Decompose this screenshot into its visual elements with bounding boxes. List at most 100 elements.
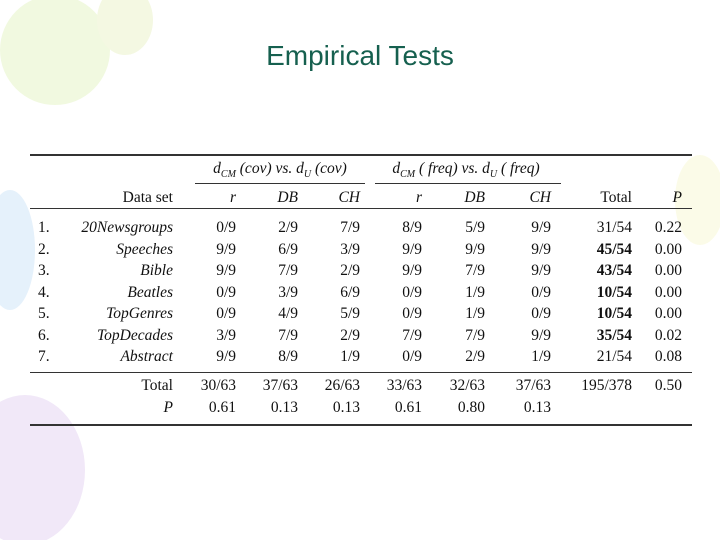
cell: 0.13 [332, 398, 360, 416]
cell: 32/63 [449, 377, 485, 394]
cell: 0.61 [208, 398, 236, 416]
cell: 0.22 [654, 219, 682, 236]
header-part: (cov) vs. d [235, 160, 304, 177]
cell: 7/9 [340, 219, 360, 236]
cell: 7/9 [402, 326, 422, 344]
cell: 3/9 [278, 283, 298, 301]
cell: 8/9 [278, 348, 298, 365]
cell: 9/9 [531, 219, 551, 236]
row-name: Speeches [116, 240, 173, 258]
cell: 2/9 [465, 348, 485, 365]
slide-title: Empirical Tests [266, 40, 454, 71]
cell: 2/9 [340, 326, 360, 344]
header-part: d [213, 160, 221, 177]
cell: 9/9 [465, 240, 485, 258]
header-part: CM [400, 169, 416, 181]
cell: 37/63 [515, 377, 551, 394]
row-name: 20Newsgroups [81, 219, 173, 236]
cell: 3/9 [340, 240, 360, 258]
cell: 2/9 [340, 262, 360, 279]
row-name: TopDecades [96, 326, 173, 344]
cell: 9/9 [402, 262, 422, 279]
cell: 0.00 [654, 283, 682, 301]
cell: 2/9 [278, 219, 298, 236]
cell: 9/9 [531, 326, 551, 344]
column-header: Data set [122, 189, 173, 206]
cell: 45/54 [596, 240, 632, 258]
cell: 0.02 [654, 326, 682, 344]
group-header: dCM (cov) vs. dU (cov) [213, 160, 347, 184]
cell: 9/9 [402, 240, 422, 258]
bottom-rule [30, 424, 692, 426]
header-part: ( freq) [497, 160, 540, 177]
group-rule [195, 183, 365, 184]
cell: 0.08 [654, 348, 682, 365]
cell: 7/9 [278, 326, 298, 344]
cell: 6/9 [340, 283, 360, 301]
row-index: 2. [38, 240, 50, 258]
header-part: CM [220, 169, 236, 181]
cell: 0.50 [654, 377, 682, 394]
cell: 0.00 [654, 240, 682, 258]
cell: 1/9 [531, 348, 551, 365]
column-header: DB [277, 189, 298, 206]
cell: 1/9 [465, 283, 485, 301]
cell: 7/9 [465, 326, 485, 344]
footer-name: Total [141, 377, 173, 394]
header-part: U [303, 169, 312, 181]
footer-name: P [163, 398, 173, 416]
header-part: (cov) [311, 160, 347, 177]
cell: 0.13 [523, 398, 551, 416]
cell: 0.13 [270, 398, 298, 416]
cell: 5/9 [340, 305, 360, 322]
cell: 9/9 [216, 348, 236, 365]
cell: 9/9 [216, 240, 236, 258]
cell: 30/63 [200, 377, 236, 394]
footer-rule [30, 372, 692, 373]
column-header: CH [338, 189, 360, 206]
row-name: Abstract [120, 348, 173, 365]
cell: 0/9 [216, 305, 236, 322]
cell: 195/378 [581, 377, 632, 394]
cell: 0/9 [216, 219, 236, 236]
cell: 9/9 [216, 262, 236, 279]
top-rule [30, 154, 692, 156]
cell: 26/63 [324, 377, 360, 394]
cell: 3/9 [216, 326, 236, 344]
row-name: Bible [140, 262, 173, 279]
cell: 35/54 [596, 326, 632, 344]
column-header: r [229, 189, 236, 206]
column-header: r [415, 189, 422, 206]
header-part: d [392, 160, 401, 177]
column-header: CH [529, 189, 551, 206]
cell: 4/9 [278, 305, 298, 322]
cell: 6/9 [278, 240, 298, 258]
row-name: Beatles [127, 283, 173, 301]
cell: 0.00 [654, 262, 682, 279]
cell: 10/54 [596, 305, 632, 322]
cell: 7/9 [278, 262, 298, 279]
group-rule [375, 183, 561, 184]
cell: 37/63 [262, 377, 298, 394]
cell: 31/54 [596, 219, 632, 236]
cell: 9/9 [531, 262, 551, 279]
cell: 0/9 [402, 283, 422, 301]
header-part: ( freq) vs. d [415, 160, 490, 177]
row-index: 5. [38, 305, 50, 322]
cell: 5/9 [465, 219, 485, 236]
row-name: TopGenres [106, 305, 173, 322]
row-index: 7. [38, 348, 50, 365]
cell: 21/54 [596, 348, 632, 365]
cell: 1/9 [340, 348, 360, 365]
cell: 0/9 [531, 283, 551, 301]
group-header: dCM ( freq) vs. dU ( freq) [392, 160, 539, 184]
cell: 7/9 [465, 262, 485, 279]
cell: 10/54 [596, 283, 632, 301]
cell: 0.00 [654, 305, 682, 322]
row-index: 6. [38, 326, 50, 344]
column-header: P [672, 189, 682, 206]
cell: 1/9 [465, 305, 485, 322]
cell: 0/9 [531, 305, 551, 322]
column-header: Total [600, 189, 632, 206]
